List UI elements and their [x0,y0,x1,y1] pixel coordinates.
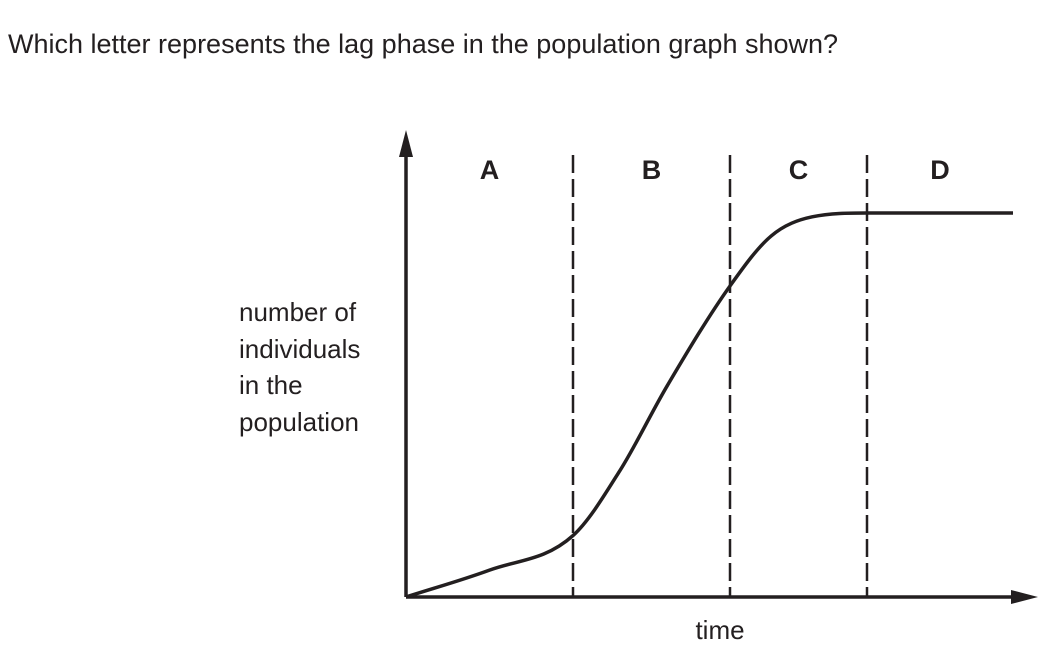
x-axis-label: time [695,615,745,645]
region-label-b: B [642,155,662,185]
y-axis-label-line-1: number of [239,297,357,327]
question-text: Which letter represents the lag phase in… [8,29,839,59]
axes [399,130,1038,604]
x-axis-arrowhead [1011,590,1038,604]
y-axis-label-line-4: population [239,406,359,437]
y-axis-label: number of individuals in the population [239,294,360,440]
y-axis-label-line-2: individuals [239,333,361,364]
region-label-c: C [789,155,809,185]
region-label-d: D [930,155,950,185]
y-axis-arrowhead [399,130,413,157]
population-growth-curve [405,211,1013,599]
region-labels: A B C D [480,155,950,185]
region-label-a: A [480,155,500,185]
growth-curve-layer [405,211,1013,599]
y-axis-label-line-3: in the [239,370,303,400]
region-dividers [571,155,869,597]
